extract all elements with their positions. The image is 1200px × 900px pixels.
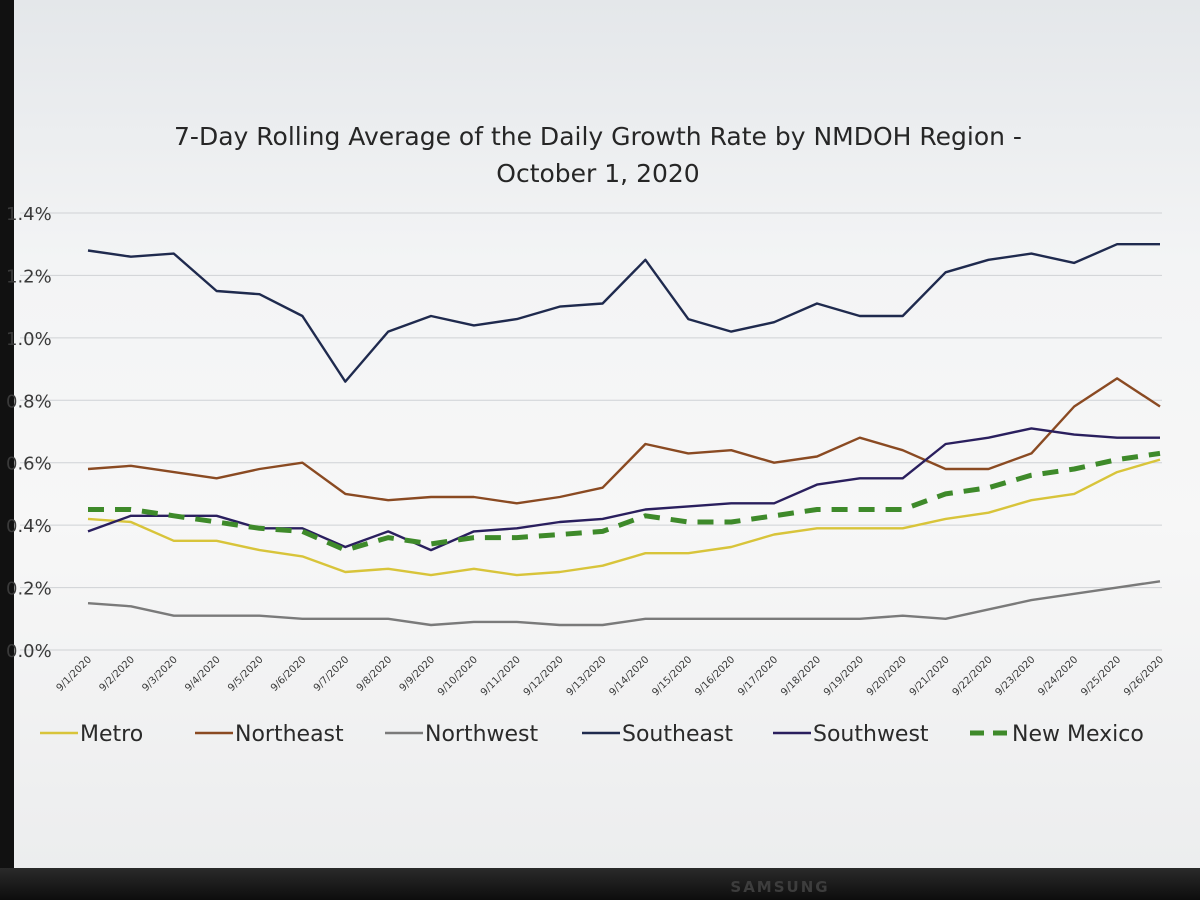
x-tick-label: 9/4/2020 <box>183 654 223 694</box>
x-tick-label: 9/8/2020 <box>355 654 395 694</box>
legend-label-northeast: Northeast <box>235 722 344 747</box>
x-tick-label: 9/18/2020 <box>779 654 823 698</box>
x-tick-label: 9/2/2020 <box>97 654 137 694</box>
x-tick-label: 9/3/2020 <box>140 654 180 694</box>
x-tick-label: 9/14/2020 <box>608 654 652 698</box>
chart-title-line-2: October 1, 2020 <box>496 159 699 188</box>
x-tick-label: 9/10/2020 <box>436 654 480 698</box>
x-tick-label: 9/19/2020 <box>822 654 866 698</box>
x-tick-label: 9/13/2020 <box>565 654 609 698</box>
series-line-northwest <box>87 580 1161 627</box>
x-tick-label: 9/15/2020 <box>650 654 694 698</box>
x-tick-label: 9/25/2020 <box>1079 654 1123 698</box>
legend-label-new-mexico: New Mexico <box>1012 722 1144 747</box>
x-tick-label: 9/5/2020 <box>226 654 266 694</box>
y-tick-label: 1.0% <box>6 329 52 350</box>
chart-title: 7-Day Rolling Average of the Daily Growt… <box>174 122 1022 188</box>
x-tick-label: 9/20/2020 <box>865 654 909 698</box>
x-tick-label: 9/22/2020 <box>951 654 995 698</box>
x-tick-label: 9/16/2020 <box>693 654 737 698</box>
x-tick-label: 9/23/2020 <box>993 654 1037 698</box>
y-tick-label: 0.6% <box>6 454 52 475</box>
x-axis-ticks: 9/1/2020 9/2/2020 9/3/2020 9/4/2020 9/5/2020… <box>55 654 1167 698</box>
series-line-metro <box>87 458 1161 577</box>
legend-label-southwest: Southwest <box>813 722 929 747</box>
x-tick-label: 9/9/2020 <box>398 654 438 694</box>
x-tick-label: 9/24/2020 <box>1036 654 1080 698</box>
legend-label-northwest: Northwest <box>425 722 539 747</box>
series-line-new-mexico <box>88 450 1161 553</box>
y-tick-label: 0.2% <box>6 579 52 600</box>
x-tick-label: 9/7/2020 <box>312 654 352 694</box>
monitor-bezel-bottom <box>0 868 1200 900</box>
y-tick-label: 1.4% <box>6 204 52 225</box>
y-tick-label: 0.4% <box>6 516 52 537</box>
chart-title-line-1: 7-Day Rolling Average of the Daily Growt… <box>174 122 1022 151</box>
y-tick-label: 0.0% <box>6 641 52 662</box>
legend: Metro Northeast Northwest Southeast Southwes… <box>40 722 1144 747</box>
x-tick-label: 9/6/2020 <box>269 654 309 694</box>
series-line-southeast <box>87 242 1160 383</box>
x-tick-label: 9/12/2020 <box>522 654 566 698</box>
y-tick-label: 1.2% <box>6 266 52 287</box>
monitor-brand-logo: SAMSUNG <box>730 878 830 896</box>
series-line-southwest <box>87 427 1160 552</box>
series-line-northeast <box>87 377 1161 505</box>
x-tick-label: 9/26/2020 <box>1122 654 1166 698</box>
x-tick-label: 9/17/2020 <box>736 654 780 698</box>
monitor-bezel-left <box>0 0 14 900</box>
x-tick-label: 9/1/2020 <box>55 654 95 694</box>
legend-label-southeast: Southeast <box>622 722 733 747</box>
legend-label-metro: Metro <box>80 722 143 747</box>
x-tick-label: 9/11/2020 <box>479 654 523 698</box>
series-lines <box>87 242 1161 627</box>
y-tick-label: 0.8% <box>6 391 52 412</box>
gridlines <box>20 212 1162 651</box>
x-tick-label: 9/21/2020 <box>908 654 952 698</box>
y-axis-ticks: 0.0% 0.2% 0.4% 0.6% 0.8% 1.0% 1.2% 1.4% <box>6 204 52 662</box>
